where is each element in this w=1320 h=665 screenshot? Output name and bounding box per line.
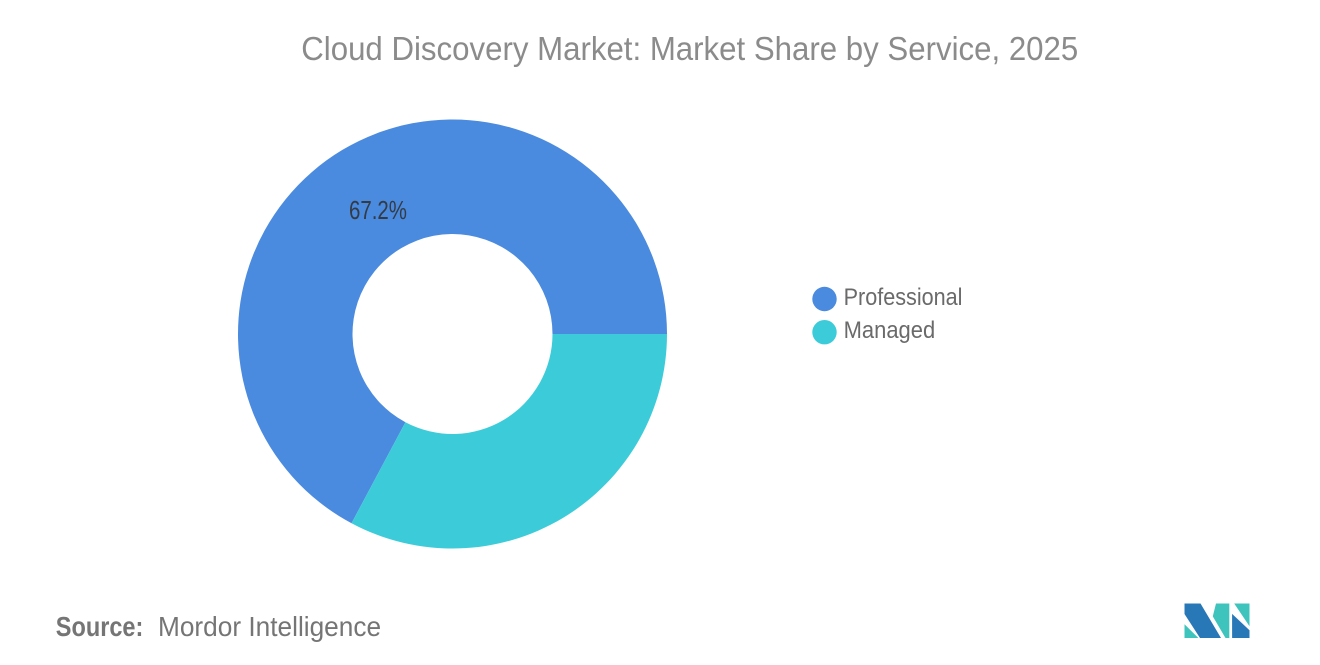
- svg-text:Cloud Discovery Market: Market: Cloud Discovery Market: Market Share by …: [301, 30, 1078, 67]
- svg-text:Source:: Source:: [56, 612, 144, 642]
- svg-text:Managed: Managed: [844, 316, 936, 343]
- svg-text:67.2%: 67.2%: [349, 196, 407, 225]
- svg-text:Mordor Intelligence: Mordor Intelligence: [158, 610, 381, 642]
- svg-text:Professional: Professional: [844, 283, 963, 310]
